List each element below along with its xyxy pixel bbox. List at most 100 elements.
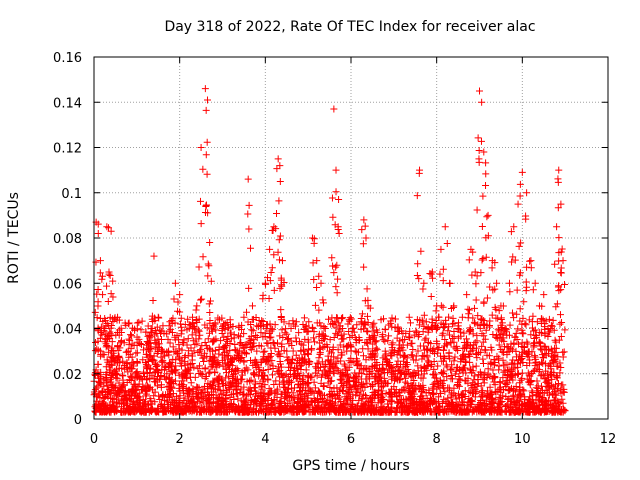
cluster-point xyxy=(221,325,229,333)
noise-point xyxy=(492,333,500,341)
noise-point xyxy=(205,369,213,377)
noise-point xyxy=(319,408,327,416)
noise-point xyxy=(276,400,284,408)
noise-point xyxy=(556,369,564,377)
cluster-point xyxy=(516,317,524,325)
cluster-point xyxy=(295,380,303,388)
cluster-point xyxy=(91,308,99,316)
noise-point xyxy=(462,377,470,385)
cluster-point xyxy=(196,197,204,205)
cluster-point xyxy=(526,356,534,364)
cluster-point xyxy=(394,362,402,370)
noise-point xyxy=(443,363,451,371)
noise-point xyxy=(153,382,161,390)
noise-point xyxy=(257,402,265,410)
noise-point xyxy=(185,320,193,328)
cluster-point xyxy=(109,277,117,285)
noise-point xyxy=(525,316,533,324)
cluster-point xyxy=(183,374,191,382)
noise-point xyxy=(487,407,495,415)
noise-point xyxy=(326,401,334,409)
cluster-point xyxy=(469,248,477,256)
noise-point xyxy=(413,316,421,324)
cluster-point xyxy=(180,339,188,347)
noise-point xyxy=(264,365,272,373)
data-point xyxy=(150,252,158,260)
cluster-point xyxy=(240,330,248,338)
cluster-point xyxy=(332,283,340,291)
cluster-point xyxy=(92,338,100,346)
cluster-point xyxy=(351,377,359,385)
noise-point xyxy=(370,327,378,335)
noise-point xyxy=(464,407,472,415)
noise-point xyxy=(347,342,355,350)
noise-point xyxy=(224,352,232,360)
noise-point xyxy=(313,359,321,367)
noise-point xyxy=(226,346,234,354)
cluster-point xyxy=(114,343,122,351)
data-point xyxy=(266,245,274,253)
cluster-point xyxy=(533,318,541,326)
noise-point xyxy=(479,392,487,400)
noise-point xyxy=(222,374,230,382)
cluster-point xyxy=(275,236,283,244)
cluster-point xyxy=(561,280,569,288)
cluster-point xyxy=(165,362,173,370)
cluster-point xyxy=(306,358,314,365)
noise-point xyxy=(188,350,196,358)
noise-point xyxy=(478,388,486,396)
data-point xyxy=(94,229,102,237)
cluster-point xyxy=(113,328,121,336)
noise-point xyxy=(406,404,414,412)
data-point xyxy=(362,234,370,242)
data-point xyxy=(557,200,565,208)
cluster-point xyxy=(192,317,200,325)
y-tick-label: 0.08 xyxy=(53,232,82,247)
cluster-point xyxy=(446,279,454,287)
cluster-point xyxy=(156,375,164,383)
cluster-point xyxy=(106,335,114,343)
noise-point xyxy=(270,380,278,388)
cluster-point xyxy=(196,296,204,304)
noise-point xyxy=(355,397,363,405)
noise-point xyxy=(317,373,325,381)
noise-point xyxy=(178,377,186,385)
noise-point xyxy=(266,334,274,342)
data-point xyxy=(343,347,351,355)
cluster-point xyxy=(385,362,393,370)
noise-point xyxy=(551,357,559,365)
noise-point xyxy=(518,339,526,347)
noise-point xyxy=(334,391,342,399)
noise-point xyxy=(466,324,474,332)
cluster-point xyxy=(202,151,210,159)
noise-point xyxy=(485,322,493,329)
noise-point xyxy=(257,329,265,337)
noise-point xyxy=(358,395,366,403)
noise-point xyxy=(268,371,276,379)
noise-point xyxy=(208,327,216,335)
cluster-point xyxy=(321,332,329,340)
cluster-point xyxy=(159,357,167,365)
y-tick-labels: 0 0.02 0.04 0.06 0.08 0.1 0.12 0.14 0.16 xyxy=(53,51,82,428)
noise-point xyxy=(168,328,176,336)
noise-point xyxy=(241,348,249,356)
noise-point xyxy=(554,407,562,415)
cluster-point xyxy=(366,304,374,312)
noise-point xyxy=(104,393,112,401)
cluster-point xyxy=(363,285,371,293)
noise-point xyxy=(434,349,442,357)
noise-point xyxy=(525,396,533,404)
data-point xyxy=(531,279,539,287)
noise-point xyxy=(311,338,319,346)
data-point xyxy=(317,279,325,287)
noise-point xyxy=(164,335,172,343)
noise-point xyxy=(450,357,458,365)
noise-point xyxy=(167,325,175,333)
noise-point xyxy=(270,340,278,348)
noise-point xyxy=(170,405,178,413)
data-point xyxy=(351,347,359,355)
noise-point xyxy=(447,375,455,383)
cluster-point xyxy=(460,339,468,347)
cluster-point xyxy=(536,339,544,347)
cluster-point xyxy=(126,364,134,372)
